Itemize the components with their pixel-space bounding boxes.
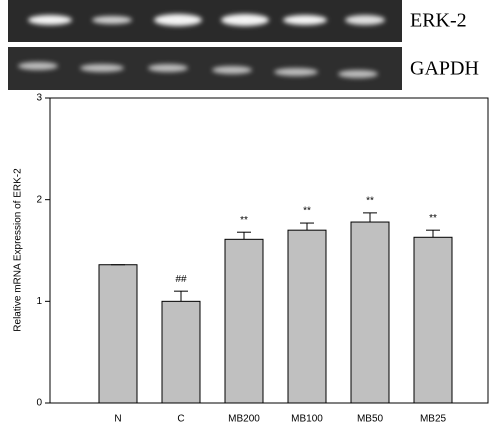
x-tick-label: MB50 [357, 414, 384, 425]
gel-label: ERK-2 [410, 10, 467, 32]
x-tick-label: N [114, 414, 121, 425]
bar [414, 237, 452, 403]
gel-label: GAPDH [410, 58, 479, 80]
error-bar [237, 232, 251, 239]
y-tick-label: 1 [36, 296, 42, 307]
x-tick-label: MB25 [420, 414, 447, 425]
bar [225, 239, 263, 403]
bar [162, 301, 200, 403]
annotation: ## [175, 274, 187, 285]
page: {"gel": {"labels": ["ERK-2", "GAPDH"]}, … [0, 0, 498, 428]
annotation: ** [303, 206, 311, 217]
error-bar [363, 213, 377, 222]
x-tick-label: C [177, 414, 184, 425]
error-bar [300, 223, 314, 230]
bar [351, 222, 389, 403]
y-tick-label: 3 [36, 93, 42, 104]
bar [99, 265, 137, 403]
y-tick-label: 2 [36, 194, 42, 205]
x-tick-label: MB100 [291, 414, 323, 425]
gel-erk2 [8, 0, 402, 42]
gel-gapdh [8, 47, 402, 90]
annotation: ** [240, 215, 248, 226]
figure: ERK-2 GAPDH Relative mRNA Expression of … [0, 0, 498, 428]
annotation: ** [366, 196, 374, 207]
annotation: ** [429, 213, 437, 224]
error-bar [174, 291, 188, 301]
bar [288, 230, 326, 403]
x-tick-label: MB200 [228, 414, 260, 425]
y-axis-label: Relative mRNA Expression of ERK-2 [13, 168, 24, 332]
error-bar [426, 230, 440, 237]
y-tick-label: 0 [36, 398, 42, 409]
